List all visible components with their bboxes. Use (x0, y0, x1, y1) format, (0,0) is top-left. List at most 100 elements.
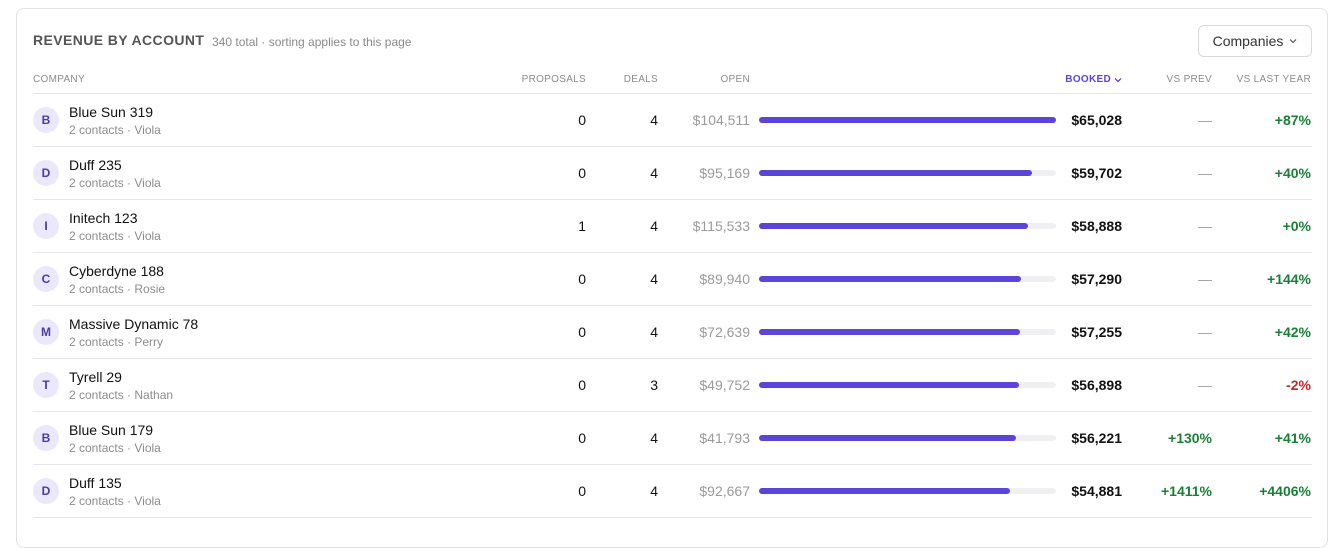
open-amount: $92,667 (699, 483, 750, 499)
bar-track (759, 276, 1056, 282)
column-header-label: OPEN (720, 74, 750, 85)
company-detail: 2 contacts · Nathan (69, 388, 174, 402)
column-header: VS LAST YEAR (1237, 74, 1311, 85)
company-detail: 2 contacts · Perry (69, 335, 164, 349)
vs-prev: — (1198, 112, 1212, 128)
column-header-label: DEALS (623, 74, 658, 85)
vs-last-year: -2% (1286, 377, 1311, 393)
deals: 4 (650, 324, 658, 340)
booked-bar (759, 117, 1056, 123)
column-header: VS PREV (1167, 74, 1212, 85)
open-amount: $72,639 (699, 324, 750, 340)
bar-track (759, 170, 1056, 176)
card (16, 8, 1328, 548)
chevron-icon (1114, 77, 1122, 82)
column-header-label: COMPANY (33, 74, 85, 85)
deals: 4 (650, 112, 658, 128)
row-divider (33, 199, 1312, 200)
vs-prev: — (1198, 271, 1212, 287)
deals: 4 (650, 430, 658, 446)
subtitle: 340 total · sorting applies to this page (212, 35, 412, 49)
avatar: I (33, 213, 59, 239)
proposals: 1 (578, 218, 586, 234)
company-name: Duff 235 (69, 157, 122, 173)
row-divider (33, 252, 1312, 253)
vs-prev: +130% (1168, 430, 1212, 446)
open-amount: $89,940 (699, 271, 750, 287)
proposals: 0 (578, 112, 586, 128)
vs-prev: +1411% (1161, 483, 1212, 499)
bar-track (759, 488, 1056, 494)
vs-last-year: +144% (1267, 271, 1311, 287)
booked-bar (759, 223, 1028, 229)
proposals: 0 (578, 483, 586, 499)
company-detail: 2 contacts · Rosie (69, 282, 166, 296)
deals: 4 (650, 218, 658, 234)
avatar: B (33, 425, 59, 451)
vs-prev: — (1198, 165, 1212, 181)
avatar: C (33, 266, 59, 292)
title: REVENUE BY ACCOUNT (33, 32, 205, 48)
deals: 4 (650, 483, 658, 499)
avatar: B (33, 107, 59, 133)
booked-bar (759, 170, 1032, 176)
avatar: D (33, 160, 59, 186)
bar-track (759, 223, 1056, 229)
booked-amount: $57,255 (1071, 324, 1122, 340)
row-divider (33, 411, 1312, 412)
company-detail: 2 contacts · Viola (69, 441, 161, 455)
row-divider (33, 517, 1312, 518)
booked-amount: $54,881 (1071, 483, 1122, 499)
column-header: OPEN (720, 74, 750, 85)
column-header-label: PROPOSALS (521, 74, 586, 85)
booked-bar (759, 435, 1016, 441)
column-header: PROPOSALS (522, 74, 586, 85)
column-header: COMPANY (33, 74, 85, 85)
column-header: DEALS (624, 74, 658, 85)
company-detail: 2 contacts · Viola (69, 229, 161, 243)
column-header-label: VS LAST YEAR (1236, 74, 1311, 85)
company-detail: 2 contacts · Viola (69, 123, 161, 137)
open-amount: $104,511 (692, 112, 750, 128)
open-amount: $95,169 (699, 165, 750, 181)
bar-track (759, 329, 1056, 335)
bar-track (759, 435, 1056, 441)
company-detail: 2 contacts · Viola (69, 494, 161, 508)
vs-last-year: +87% (1274, 112, 1311, 128)
company-name: Cyberdyne 188 (69, 263, 164, 279)
vs-last-year: +4406% (1259, 483, 1311, 499)
row-divider (33, 358, 1312, 359)
booked-amount: $58,888 (1071, 218, 1122, 234)
proposals: 0 (578, 430, 586, 446)
booked-amount: $56,221 (1071, 430, 1122, 446)
column-header-label: BOOKED (1065, 74, 1111, 85)
open-amount: $115,533 (692, 218, 750, 234)
row-divider (33, 305, 1312, 306)
deals: 4 (650, 271, 658, 287)
filter-dropdown[interactable]: Companies (1198, 25, 1312, 57)
company-name: Initech 123 (69, 210, 138, 226)
row-divider (33, 464, 1312, 465)
vs-last-year: +41% (1274, 430, 1311, 446)
booked-amount: $59,702 (1071, 165, 1122, 181)
booked-bar (759, 488, 1010, 494)
company-name: Blue Sun 319 (69, 104, 154, 120)
bar-track (759, 382, 1056, 388)
column-header[interactable]: BOOKED (1065, 74, 1122, 85)
booked-amount: $57,290 (1071, 271, 1122, 287)
proposals: 0 (578, 377, 586, 393)
company-name: Tyrell 29 (69, 369, 122, 385)
open-amount: $41,793 (699, 430, 750, 446)
column-header-label: VS PREV (1166, 74, 1212, 85)
open-amount: $49,752 (699, 377, 750, 393)
deals: 4 (650, 165, 658, 181)
proposals: 0 (578, 271, 586, 287)
avatar: M (33, 319, 59, 345)
booked-amount: $56,898 (1071, 377, 1122, 393)
chevron-icon (1289, 39, 1297, 44)
vs-prev: — (1198, 377, 1212, 393)
row-divider (33, 146, 1312, 147)
vs-last-year: +42% (1274, 324, 1311, 340)
vs-last-year: +40% (1274, 165, 1311, 181)
avatar: D (33, 478, 59, 504)
